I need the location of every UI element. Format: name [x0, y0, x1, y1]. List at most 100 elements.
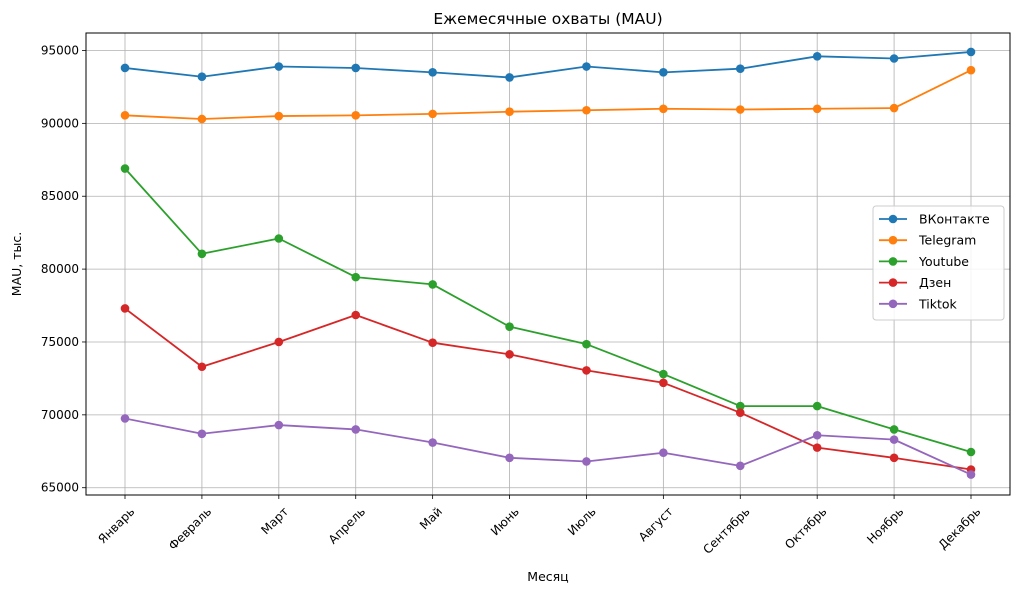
series-youtube: [120, 164, 976, 457]
data-point: [120, 304, 130, 313]
data-point: [120, 414, 130, 423]
data-point: [505, 453, 514, 463]
series-line: [124, 51, 972, 79]
data-point: [735, 401, 745, 411]
data-point: [428, 338, 437, 348]
data-point: [582, 339, 591, 349]
legend-item: Youtube: [879, 254, 969, 269]
y-tick-label: 90000: [41, 116, 79, 130]
y-tick-label: 95000: [41, 43, 79, 57]
data-point: [889, 54, 899, 63]
series-line: [124, 417, 972, 476]
data-point: [659, 448, 668, 458]
data-point: [735, 461, 745, 471]
data-point: [812, 430, 822, 440]
plot-area-frame: [85, 32, 1011, 496]
data-point: [812, 104, 822, 114]
data-point: [735, 64, 745, 74]
legend-marker: [888, 278, 898, 287]
y-tick-label: 75000: [41, 335, 79, 349]
data-point: [197, 114, 207, 124]
series-line: [124, 307, 972, 471]
data-point: [428, 109, 437, 119]
legend-box: [872, 205, 1005, 321]
data-point: [966, 447, 976, 457]
data-point: [889, 435, 899, 444]
legend-marker: [888, 235, 898, 245]
series-вконтакте: [120, 47, 976, 82]
y-axis: 65000 70000 75000 80000 85000 90000 95000: [41, 43, 86, 495]
data-point: [659, 369, 668, 379]
legend-label: Telegram: [918, 233, 976, 248]
data-point: [505, 322, 514, 331]
legend: ВКонтакте Telegram Youtube Дзен Tiktok: [872, 205, 1005, 321]
data-point: [351, 111, 361, 120]
data-point: [197, 429, 207, 439]
data-point: [659, 68, 668, 77]
data-point: [966, 65, 976, 75]
data-point: [351, 63, 361, 73]
data-point: [274, 62, 284, 71]
data-point: [505, 107, 514, 117]
data-point: [428, 438, 437, 447]
data-point: [197, 249, 207, 259]
data-point: [120, 63, 130, 73]
legend-item: Tiktok: [879, 296, 958, 311]
data-point: [274, 111, 284, 121]
legend-item: Telegram: [879, 233, 976, 248]
data-point: [120, 164, 130, 173]
legend-marker: [888, 257, 898, 266]
chart-title: Ежемесячные охваты (MAU): [433, 10, 662, 28]
legend-item: ВКонтакте: [879, 212, 990, 227]
legend-label: Tiktok: [918, 296, 958, 311]
data-point: [505, 350, 514, 359]
data-point: [582, 457, 591, 466]
series-layer: [120, 47, 976, 479]
data-point: [582, 105, 591, 115]
y-tick-label: 80000: [41, 262, 79, 276]
data-point: [197, 362, 207, 372]
data-point: [582, 62, 591, 71]
data-point: [428, 68, 437, 77]
series-line: [124, 69, 972, 120]
y-tick-label: 65000: [41, 481, 79, 495]
data-point: [735, 105, 745, 114]
series-line: [124, 167, 972, 453]
series-tiktok: [120, 414, 976, 479]
data-point: [812, 443, 822, 452]
data-point: [274, 337, 284, 347]
data-point: [889, 425, 899, 434]
data-point: [274, 420, 284, 430]
x-axis-label: Месяц: [527, 569, 568, 584]
legend-item: Дзен: [879, 275, 951, 290]
legend-marker: [888, 299, 898, 309]
data-point: [966, 47, 976, 57]
legend-label: Дзен: [919, 275, 951, 290]
y-tick-label: 70000: [41, 408, 79, 422]
legend-label: Youtube: [918, 254, 969, 269]
data-point: [889, 453, 899, 463]
legend-label: ВКонтакте: [919, 212, 990, 227]
data-point: [735, 408, 745, 417]
data-point: [120, 111, 130, 120]
data-point: [889, 103, 899, 113]
legend-marker: [888, 214, 898, 224]
data-point: [659, 378, 668, 388]
data-point: [966, 470, 976, 479]
data-point: [351, 425, 361, 434]
data-point: [351, 272, 361, 282]
data-point: [812, 401, 822, 411]
data-point: [274, 234, 284, 243]
data-point: [428, 280, 437, 289]
data-point: [505, 73, 514, 82]
y-tick-label: 85000: [41, 189, 79, 203]
data-point: [812, 52, 822, 61]
data-point: [659, 104, 668, 114]
data-point: [582, 366, 591, 375]
series-telegram: [120, 65, 976, 124]
data-point: [197, 72, 207, 82]
data-point: [351, 310, 361, 320]
y-axis-label: MAU, тыс.: [9, 232, 24, 296]
